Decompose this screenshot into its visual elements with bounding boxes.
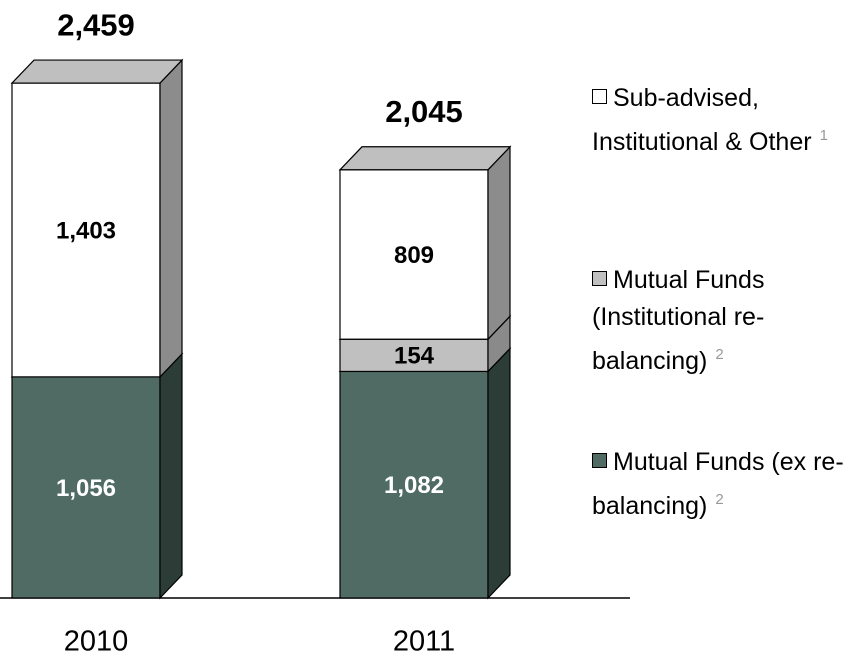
bar-segment <box>11 376 161 599</box>
legend-swatch <box>592 453 607 468</box>
legend-item: Mutual Funds (ex re-balancing) 2 <box>592 444 847 525</box>
bar-side <box>159 352 183 600</box>
total-label: 2,045 <box>385 94 463 129</box>
value-label: 1,403 <box>56 217 116 244</box>
legend-text: Mutual Funds (ex re-balancing) <box>592 448 844 520</box>
legend-footnote: 2 <box>715 346 724 363</box>
legend-item: Sub-advised, Institutional & Other 1 <box>592 80 847 161</box>
legend-footnote: 2 <box>715 491 724 508</box>
value-label: 1,082 <box>384 472 444 499</box>
legend-footnote: 1 <box>819 127 828 144</box>
bar-side <box>159 58 183 379</box>
bar-segment <box>339 338 489 373</box>
bar-top <box>338 146 512 171</box>
legend-text: Mutual Funds (Institutional re-balancing… <box>592 266 765 375</box>
total-label: 2,459 <box>57 7 135 42</box>
bar-segment <box>339 370 489 599</box>
value-label: 154 <box>394 343 435 370</box>
value-label: 1,056 <box>56 475 116 502</box>
x-tick-label: 2011 <box>393 626 455 658</box>
value-label: 809 <box>394 242 434 269</box>
bar-segment <box>339 169 489 340</box>
bar-side <box>487 145 511 341</box>
legend-swatch <box>592 271 607 286</box>
x-tick-label: 2010 <box>64 626 129 658</box>
bar-side <box>487 346 511 600</box>
legend-swatch <box>592 89 607 104</box>
legend-item: Mutual Funds (Institutional re-balancing… <box>592 262 847 380</box>
bar-top <box>10 59 184 84</box>
legend-text: Sub-advised, Institutional & Other <box>592 84 812 156</box>
